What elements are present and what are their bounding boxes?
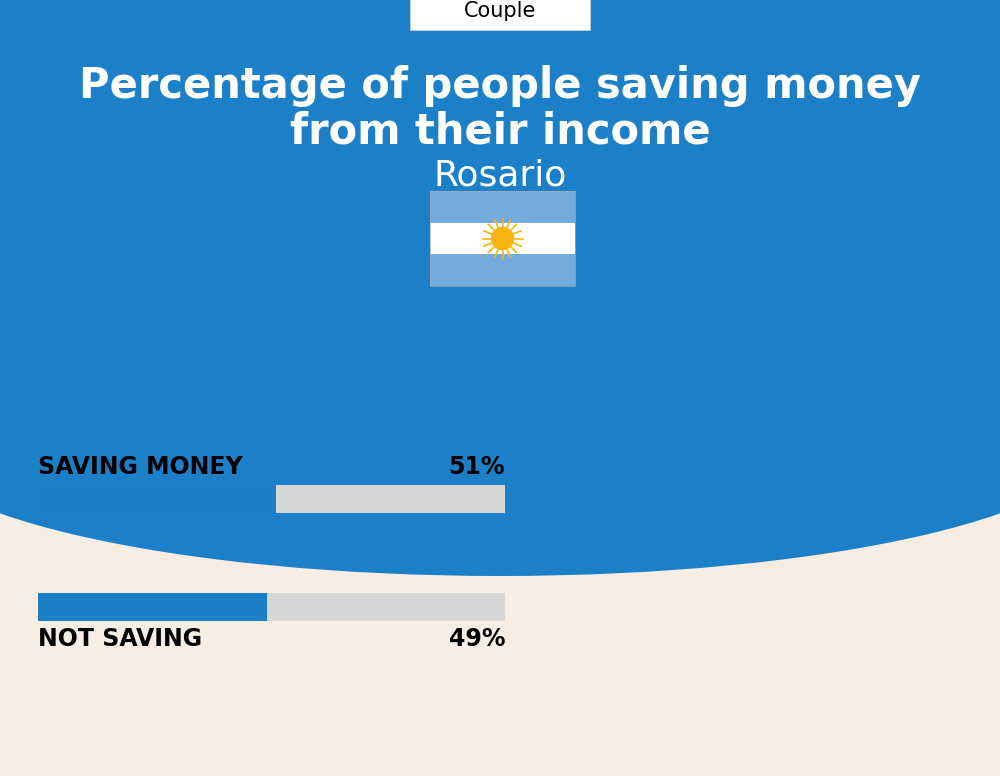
Text: NOT SAVING: NOT SAVING (38, 627, 202, 651)
Bar (0, 0, 1000, 466)
Bar (430, 191, 575, 223)
Text: 49%: 49% (448, 627, 505, 651)
Text: SAVING MONEY: SAVING MONEY (38, 455, 243, 479)
Bar (38, 593, 267, 621)
Text: Rosario: Rosario (433, 159, 567, 193)
Bar (430, 255, 575, 286)
Text: Percentage of people saving money: Percentage of people saving money (79, 65, 921, 107)
Text: 51%: 51% (448, 455, 505, 479)
Bar (430, 191, 575, 286)
Bar (430, 223, 575, 255)
Text: Couple: Couple (464, 1, 536, 21)
Bar (38, 593, 505, 621)
Circle shape (492, 227, 514, 250)
Text: from their income: from their income (290, 110, 710, 152)
Bar (38, 485, 505, 513)
FancyBboxPatch shape (410, 0, 590, 30)
Ellipse shape (0, 296, 1000, 576)
Bar (38, 485, 276, 513)
